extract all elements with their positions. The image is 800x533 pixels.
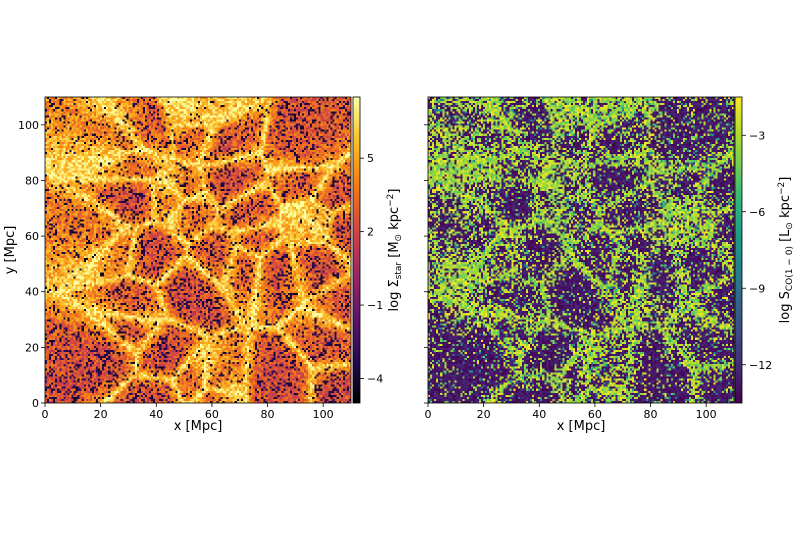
right-cb-prefix: log: [778, 299, 793, 323]
left-cb-sub: star: [394, 262, 404, 280]
stellar-density-colorbar: [353, 97, 360, 403]
y-tick-label: 0: [32, 397, 39, 410]
right-x-ticks: 0 20 40 60 80 100: [425, 403, 717, 421]
right-colorbar-label: log SCO(1 − 0) [L⊙ kpc−2]: [777, 177, 795, 324]
x-tick-label: 40: [532, 408, 546, 421]
left-cb-open: [M: [387, 241, 402, 261]
x-tick-label: 100: [696, 408, 717, 421]
colorbar-tick-label: −6: [749, 206, 765, 219]
left-x-ticks: 0 20 40 60 80 100: [42, 403, 334, 421]
left-colorbar-ticks: −4 −1 2 5: [360, 152, 383, 386]
left-colorbar-label: log Σstar [M⊙ kpc−2]: [386, 189, 404, 312]
left-cb-odot: ⊙: [394, 234, 404, 242]
colorbar-tick-label: −9: [749, 282, 765, 295]
right-axes-frame: [427, 96, 735, 404]
left-y-axis-label: y [Mpc]: [3, 226, 18, 275]
left-colorbar-frame: [352, 96, 361, 404]
colorbar-tick-label: −4: [367, 373, 383, 386]
right-cb-symbol: S: [778, 291, 793, 299]
x-tick-label: 20: [94, 408, 108, 421]
right-cb-mid: kpc: [778, 195, 793, 222]
left-cb-close: ]: [387, 189, 402, 194]
right-cb-exp: −2: [777, 182, 787, 195]
x-tick-label: 80: [644, 408, 658, 421]
left-cb-exp: −2: [386, 194, 396, 207]
colorbar-tick-label: −12: [749, 359, 772, 372]
right-cb-sub: CO(1 − 0): [785, 246, 795, 291]
stellar-density-map: [45, 97, 351, 403]
x-tick-label: 60: [588, 408, 602, 421]
x-tick-label: 40: [149, 408, 163, 421]
colorbar-tick-label: −1: [367, 299, 383, 312]
x-tick-label: 80: [261, 408, 275, 421]
y-tick-label: 40: [25, 286, 39, 299]
x-tick-label: 100: [313, 408, 334, 421]
left-axes-frame: [44, 96, 352, 404]
x-tick-label: 0: [425, 408, 432, 421]
right-cb-close: ]: [778, 177, 793, 182]
y-tick-label: 80: [25, 174, 39, 187]
left-y-ticks: 0 20 40 60 80 100: [18, 119, 45, 410]
co-brightness-colorbar: [735, 97, 742, 403]
y-tick-label: 60: [25, 230, 39, 243]
right-colorbar-ticks: −12 −9 −6 −3: [742, 129, 772, 372]
x-tick-label: 20: [477, 408, 491, 421]
right-cb-odot: ⊙: [785, 222, 795, 230]
co-brightness-map: [428, 97, 734, 403]
y-tick-label: 100: [18, 119, 39, 132]
left-cb-prefix: log: [387, 288, 402, 312]
right-colorbar-frame: [734, 96, 743, 404]
y-tick-label: 20: [25, 341, 39, 354]
colorbar-tick-label: 2: [367, 226, 374, 239]
left-x-axis-label: x [Mpc]: [174, 419, 223, 434]
x-tick-label: 0: [42, 408, 49, 421]
colorbar-tick-label: 5: [367, 152, 374, 165]
left-cb-symbol: Σ: [387, 279, 402, 287]
right-y-ticks: [424, 124, 428, 404]
panel-stellar-density: 0 20 40 60 80 100 0 20 40 60 80 100 x [Mpc] y [Mpc…: [3, 96, 404, 434]
right-cb-open: [L: [778, 229, 793, 246]
x-tick-label: 60: [205, 408, 219, 421]
panel-co-brightness: 0 20 40 60 80 100 x [Mpc] −12 −9 −6 −3 log SCO(1…: [424, 96, 795, 434]
colorbar-tick-label: −3: [749, 129, 765, 142]
right-x-axis-label: x [Mpc]: [557, 419, 606, 434]
left-cb-mid: kpc: [387, 207, 402, 234]
